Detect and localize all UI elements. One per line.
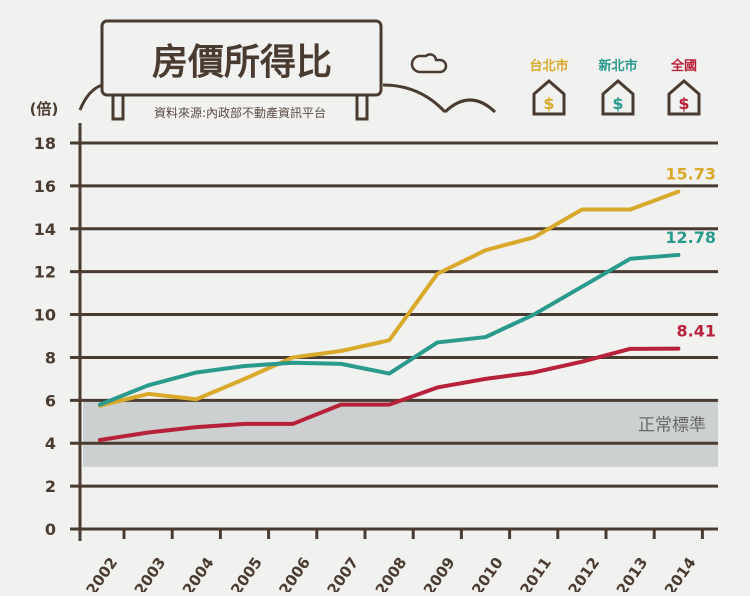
- legend-label: 全國: [670, 58, 697, 74]
- legend-label: 台北市: [529, 58, 568, 74]
- y-tick-label: 8: [45, 348, 56, 367]
- legend-item: 全國 $: [667, 58, 701, 116]
- legend-item: 台北市 $: [529, 58, 569, 116]
- series-line-2: [98, 346, 681, 443]
- x-tick-label: 2007: [324, 554, 363, 592]
- title-board: [100, 19, 383, 97]
- x-tick-label: 2008: [372, 554, 411, 592]
- dollar-sign-icon: $: [543, 94, 554, 113]
- end-value-label: 15.73: [665, 165, 716, 184]
- x-tick-label: 2005: [227, 554, 266, 592]
- hill-right-small-decoration: [443, 98, 497, 114]
- chart-title: 房價所得比: [152, 42, 332, 83]
- legend-item: 新北市 $: [598, 58, 638, 116]
- hill-left-decoration: [78, 83, 103, 111]
- x-tick-label: 2014: [661, 554, 700, 592]
- x-tick-label: 2002: [83, 554, 122, 592]
- legend: 台北市 $ 新北市 $ 全國 $: [529, 58, 701, 116]
- house-dollar-icon: [532, 79, 566, 116]
- legend-label: 新北市: [598, 58, 637, 74]
- hill-right-decoration: [382, 83, 447, 114]
- x-tick-label: 2013: [613, 554, 652, 592]
- house-dollar-icon: [667, 79, 701, 116]
- x-tick-label: 2009: [420, 554, 459, 592]
- chart-source: 資料來源:內政部不動產資訊平台: [154, 105, 326, 120]
- x-tick-label: 2006: [275, 554, 314, 592]
- cloud-icon: [410, 53, 448, 74]
- y-tick-label: 16: [34, 177, 56, 196]
- x-tick-label: 2011: [516, 554, 555, 592]
- x-tick-label: 2004: [179, 554, 218, 592]
- title-sign: [78, 19, 497, 121]
- series-line-0: [98, 189, 681, 408]
- y-tick-label: 12: [34, 263, 56, 282]
- normal-range-band: [83, 400, 718, 467]
- x-tick-label: 2010: [468, 554, 507, 592]
- dollar-sign-icon: $: [612, 94, 623, 113]
- series-line-1: [98, 252, 681, 407]
- series-lines: 15.73 12.78 8.41: [98, 165, 716, 443]
- y-tick-label: 4: [45, 434, 56, 453]
- y-axis-unit: (倍): [30, 100, 59, 118]
- x-tick-label: 2012: [565, 554, 604, 592]
- y-tick-label: 2: [45, 477, 56, 496]
- normal-range-label: 正常標準: [638, 416, 706, 436]
- end-value-label: 8.41: [677, 322, 716, 341]
- end-value-label: 12.78: [665, 228, 716, 247]
- x-tick-label: 2003: [131, 554, 170, 592]
- y-tick-label: 6: [45, 391, 56, 410]
- y-tick-label: 14: [34, 220, 56, 239]
- y-tick-label: 18: [34, 134, 56, 153]
- house-dollar-icon: [601, 79, 635, 116]
- dollar-sign-icon: $: [678, 94, 689, 113]
- y-tick-label: 0: [45, 520, 56, 539]
- y-tick-label: 10: [34, 306, 56, 325]
